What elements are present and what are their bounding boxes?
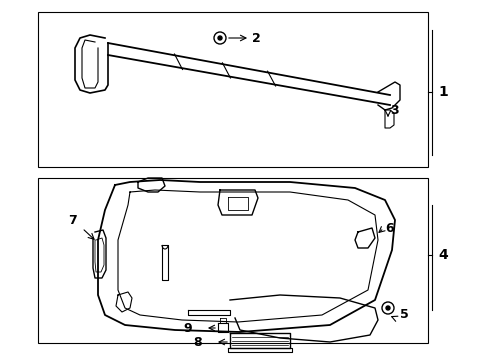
Text: 5: 5	[399, 308, 408, 321]
Circle shape	[385, 306, 389, 310]
Text: 4: 4	[437, 248, 447, 262]
Text: 6: 6	[384, 221, 393, 234]
Text: 2: 2	[251, 32, 260, 45]
Bar	[38, 12, 427, 167]
Circle shape	[218, 36, 222, 40]
Text: 9: 9	[183, 321, 192, 334]
Text: 7: 7	[68, 213, 77, 226]
Text: 1: 1	[437, 85, 447, 99]
Text: 8: 8	[193, 336, 202, 348]
Bar	[38, 178, 427, 343]
Text: 3: 3	[389, 104, 398, 117]
